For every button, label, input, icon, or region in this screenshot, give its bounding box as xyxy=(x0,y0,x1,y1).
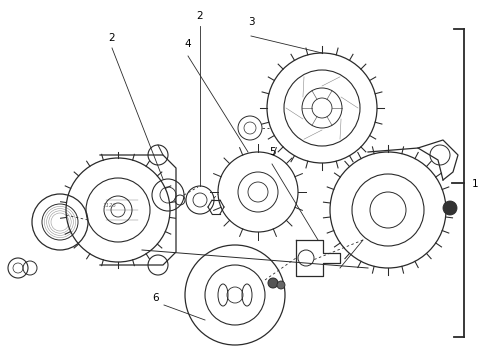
Text: 6: 6 xyxy=(153,293,159,303)
Text: 4: 4 xyxy=(185,39,191,49)
Text: 2: 2 xyxy=(109,33,115,43)
Text: 3: 3 xyxy=(247,17,254,27)
Circle shape xyxy=(277,281,285,289)
Text: 5: 5 xyxy=(269,147,275,157)
Text: 1123: 1123 xyxy=(103,202,117,207)
Circle shape xyxy=(268,278,278,288)
Text: 2: 2 xyxy=(196,11,203,21)
Text: 1: 1 xyxy=(472,179,478,189)
Circle shape xyxy=(443,201,457,215)
